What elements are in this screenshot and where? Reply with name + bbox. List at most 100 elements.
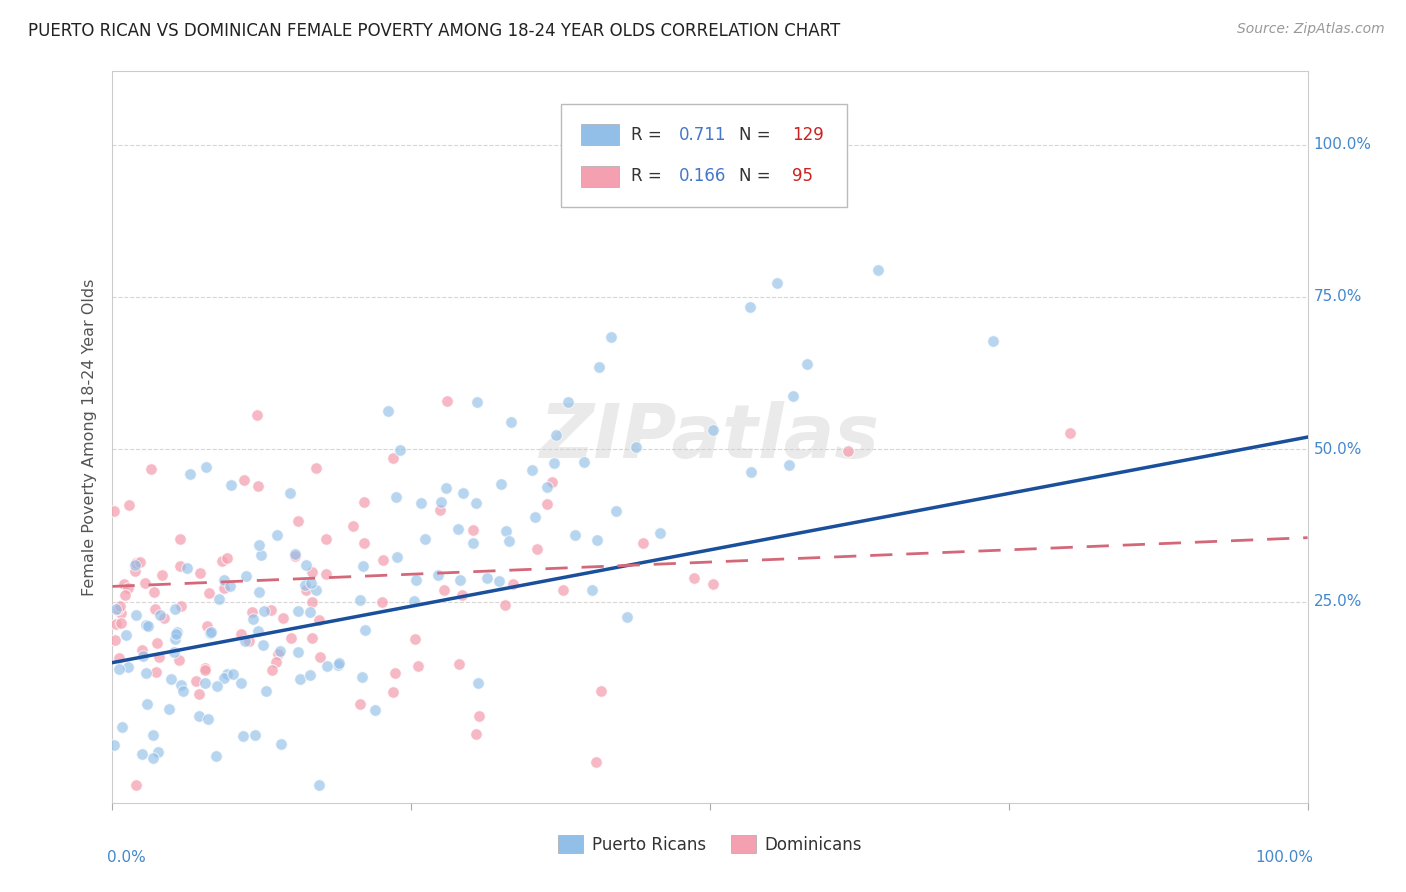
Text: 95: 95	[793, 168, 814, 186]
Point	[124, 564, 146, 578]
Point	[981, 334, 1004, 349]
Point	[572, 455, 595, 469]
Point	[278, 486, 301, 500]
Point	[434, 482, 457, 496]
Point	[294, 577, 316, 591]
Point	[219, 579, 242, 593]
Point	[195, 459, 218, 474]
Point	[118, 499, 141, 513]
FancyBboxPatch shape	[581, 124, 619, 145]
Point	[316, 659, 339, 673]
Legend: Puerto Ricans, Dominicans: Puerto Ricans, Dominicans	[551, 829, 869, 860]
Point	[233, 474, 256, 488]
Point	[138, 619, 160, 633]
Point	[352, 558, 374, 573]
Point	[467, 676, 489, 690]
Point	[266, 527, 288, 541]
Point	[165, 602, 187, 616]
Point	[247, 585, 270, 599]
Text: PUERTO RICAN VS DOMINICAN FEMALE POVERTY AMONG 18-24 YEAR OLDS CORRELATION CHART: PUERTO RICAN VS DOMINICAN FEMALE POVERTY…	[28, 22, 841, 40]
Text: 0.0%: 0.0%	[107, 850, 145, 865]
Point	[160, 673, 183, 687]
Point	[557, 395, 579, 409]
Point	[114, 577, 136, 591]
Point	[605, 504, 627, 518]
Point	[115, 628, 138, 642]
Point	[198, 626, 221, 640]
Point	[449, 574, 471, 588]
Text: 50.0%: 50.0%	[1313, 442, 1362, 457]
Point	[413, 532, 436, 546]
Point	[124, 778, 146, 792]
Point	[453, 485, 475, 500]
Point	[624, 440, 647, 454]
Point	[465, 395, 488, 409]
Point	[259, 603, 281, 617]
Point	[353, 623, 375, 637]
Point	[429, 503, 451, 517]
Point	[145, 665, 167, 679]
Point	[184, 673, 207, 688]
Point	[217, 667, 239, 681]
Point	[342, 519, 364, 533]
Point	[117, 582, 139, 596]
Point	[631, 535, 654, 549]
Point	[349, 697, 371, 711]
Point	[284, 547, 307, 561]
Point	[249, 548, 271, 562]
Point	[294, 558, 316, 572]
Point	[212, 671, 235, 685]
Point	[247, 538, 270, 552]
Point	[111, 719, 134, 733]
Point	[315, 567, 337, 582]
Point	[211, 554, 233, 568]
Point	[131, 643, 153, 657]
Point	[522, 463, 544, 477]
Point	[229, 626, 252, 640]
Point	[188, 566, 211, 581]
Point	[157, 702, 180, 716]
Point	[308, 778, 330, 792]
Point	[103, 739, 125, 753]
Point	[301, 631, 323, 645]
Point	[233, 634, 256, 648]
Point	[266, 656, 288, 670]
Point	[169, 559, 191, 574]
Point	[153, 611, 176, 625]
FancyBboxPatch shape	[581, 166, 619, 186]
Point	[373, 552, 395, 566]
Point	[253, 604, 276, 618]
Point	[262, 663, 284, 677]
Point	[450, 588, 472, 602]
Point	[564, 528, 586, 542]
Point	[135, 697, 157, 711]
Point	[266, 648, 288, 662]
Point	[536, 480, 558, 494]
Point	[205, 748, 228, 763]
Point	[288, 672, 311, 686]
Point	[235, 569, 257, 583]
Point	[242, 605, 264, 619]
Text: Source: ZipAtlas.com: Source: ZipAtlas.com	[1237, 22, 1385, 37]
Point	[232, 730, 254, 744]
Point	[247, 624, 270, 639]
Point	[523, 509, 546, 524]
Point	[214, 581, 236, 595]
Point	[284, 549, 307, 563]
Point	[287, 604, 309, 618]
Point	[246, 408, 269, 422]
Point	[495, 524, 517, 538]
Point	[326, 658, 349, 673]
Point	[107, 662, 129, 676]
Point	[103, 503, 125, 517]
Point	[600, 330, 623, 344]
Point	[544, 428, 567, 442]
Point	[436, 393, 458, 408]
Point	[405, 573, 427, 587]
Text: R =: R =	[631, 126, 668, 144]
Point	[702, 577, 724, 591]
Point	[406, 659, 429, 673]
Point	[169, 532, 191, 546]
Point	[198, 586, 221, 600]
Point	[475, 571, 498, 585]
